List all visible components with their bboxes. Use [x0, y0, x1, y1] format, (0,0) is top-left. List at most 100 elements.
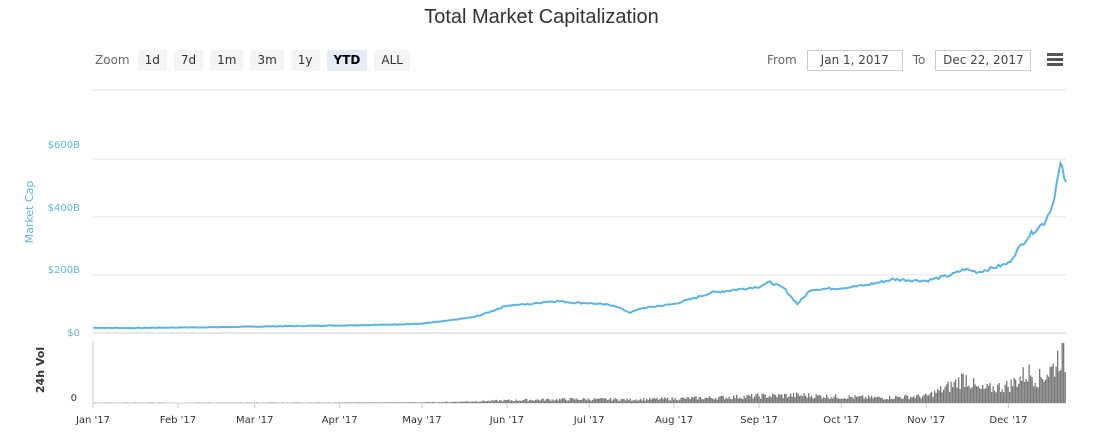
volume-bar [1045, 379, 1047, 403]
volume-bar [571, 398, 573, 403]
volume-bar [569, 398, 571, 403]
volume-bar [649, 397, 651, 403]
volume-bar [613, 399, 615, 403]
to-date-input[interactable]: Dec 22, 2017 [935, 49, 1032, 71]
volume-bar [481, 401, 483, 403]
y-axis-title-market-cap: Market Cap [23, 181, 36, 244]
volume-bar [440, 402, 442, 403]
volume-bar [508, 399, 510, 403]
volume-bar [505, 400, 507, 403]
volume-bar [949, 392, 951, 403]
volume-bar [1048, 376, 1050, 403]
volume-bar [587, 398, 589, 403]
zoom-7d-button[interactable]: 7d [173, 49, 204, 71]
hamburger-menu-icon[interactable] [1047, 53, 1063, 66]
volume-bar [959, 389, 961, 403]
volume-bar [722, 396, 724, 403]
zoom-1y-button[interactable]: 1y [290, 49, 320, 71]
from-date-input[interactable]: Jan 1, 2017 [806, 49, 903, 71]
volume-bar [614, 398, 616, 403]
volume-bar [716, 399, 718, 403]
volume-bar [782, 397, 784, 403]
volume-bar [319, 402, 321, 403]
volume-bar [388, 402, 390, 403]
volume-bar [850, 397, 852, 403]
volume-bar [449, 402, 451, 403]
volume-bar [757, 393, 759, 403]
volume-bar [533, 400, 535, 403]
volume-bar [772, 393, 774, 403]
volume-bar [662, 399, 664, 403]
volume-bar [1022, 367, 1024, 403]
volume-bar [374, 402, 376, 403]
volume-bar [800, 395, 802, 403]
volume-bar [365, 402, 367, 403]
volume-bar [467, 401, 469, 403]
volume-bar [413, 402, 415, 403]
volume-bar [728, 396, 730, 403]
volume-bar [401, 402, 403, 403]
volume-bar [802, 396, 804, 403]
volume-bar [859, 396, 861, 403]
volume-bar [851, 397, 853, 403]
volume-bar [944, 386, 946, 403]
volume-bar [758, 396, 760, 403]
volume-bar [512, 400, 514, 403]
volume-bar [1052, 363, 1054, 403]
volume-bar [886, 398, 888, 403]
volume-bar [338, 402, 340, 403]
volume-bar [923, 394, 925, 403]
volume-bar [503, 399, 505, 403]
volume-bar [1027, 381, 1029, 403]
zoom-1d-button[interactable]: 1d [137, 49, 167, 71]
volume-bar [1036, 386, 1038, 403]
volume-bar [988, 385, 990, 403]
volume-bar [409, 402, 411, 403]
volume-bar [992, 386, 994, 403]
volume-bar [635, 399, 637, 403]
volume-bar [641, 400, 643, 403]
volume-bar [818, 394, 820, 403]
volume-bar [766, 397, 768, 403]
volume-bar [391, 402, 393, 403]
volume-bar [805, 395, 807, 403]
volume-bar [952, 387, 954, 403]
zoom-3m-button[interactable]: 3m [250, 49, 284, 71]
volume-bar [509, 400, 511, 403]
volume-bar [940, 386, 942, 403]
volume-bar [913, 396, 915, 403]
volume-bar [502, 401, 504, 403]
volume-bar [839, 398, 841, 403]
volume-bar [1054, 376, 1056, 403]
volume-bar [964, 386, 966, 403]
volume-bar [860, 395, 862, 403]
zoom-1m-button[interactable]: 1m [210, 49, 244, 71]
volume-bar [781, 394, 783, 403]
volume-bar [793, 392, 795, 403]
volume-bar [590, 400, 592, 403]
volume-bar [815, 394, 817, 403]
volume-bar [896, 396, 898, 403]
volume-bar [922, 396, 924, 403]
volume-bar [545, 399, 547, 403]
volume-bar [1012, 386, 1014, 403]
volume-bar [893, 398, 895, 403]
volume-bar [577, 399, 579, 403]
volume-bar [727, 398, 729, 403]
volume-bar [832, 398, 834, 403]
volume-bar [946, 384, 948, 403]
volume-bar [967, 386, 969, 403]
zoom-all-button[interactable]: ALL [374, 49, 410, 71]
zoom-ytd-button[interactable]: YTD [326, 49, 368, 71]
volume-bar [734, 398, 736, 403]
volume-bar [730, 399, 732, 403]
volume-bar [920, 398, 922, 403]
volume-bar [650, 399, 652, 403]
volume-bar [869, 397, 871, 403]
volume-bar [998, 383, 1000, 403]
volume-bar [883, 399, 885, 403]
volume-bar [656, 397, 658, 403]
volume-bar [356, 402, 358, 403]
volume-bar [634, 400, 636, 403]
volume-bar [266, 402, 268, 403]
